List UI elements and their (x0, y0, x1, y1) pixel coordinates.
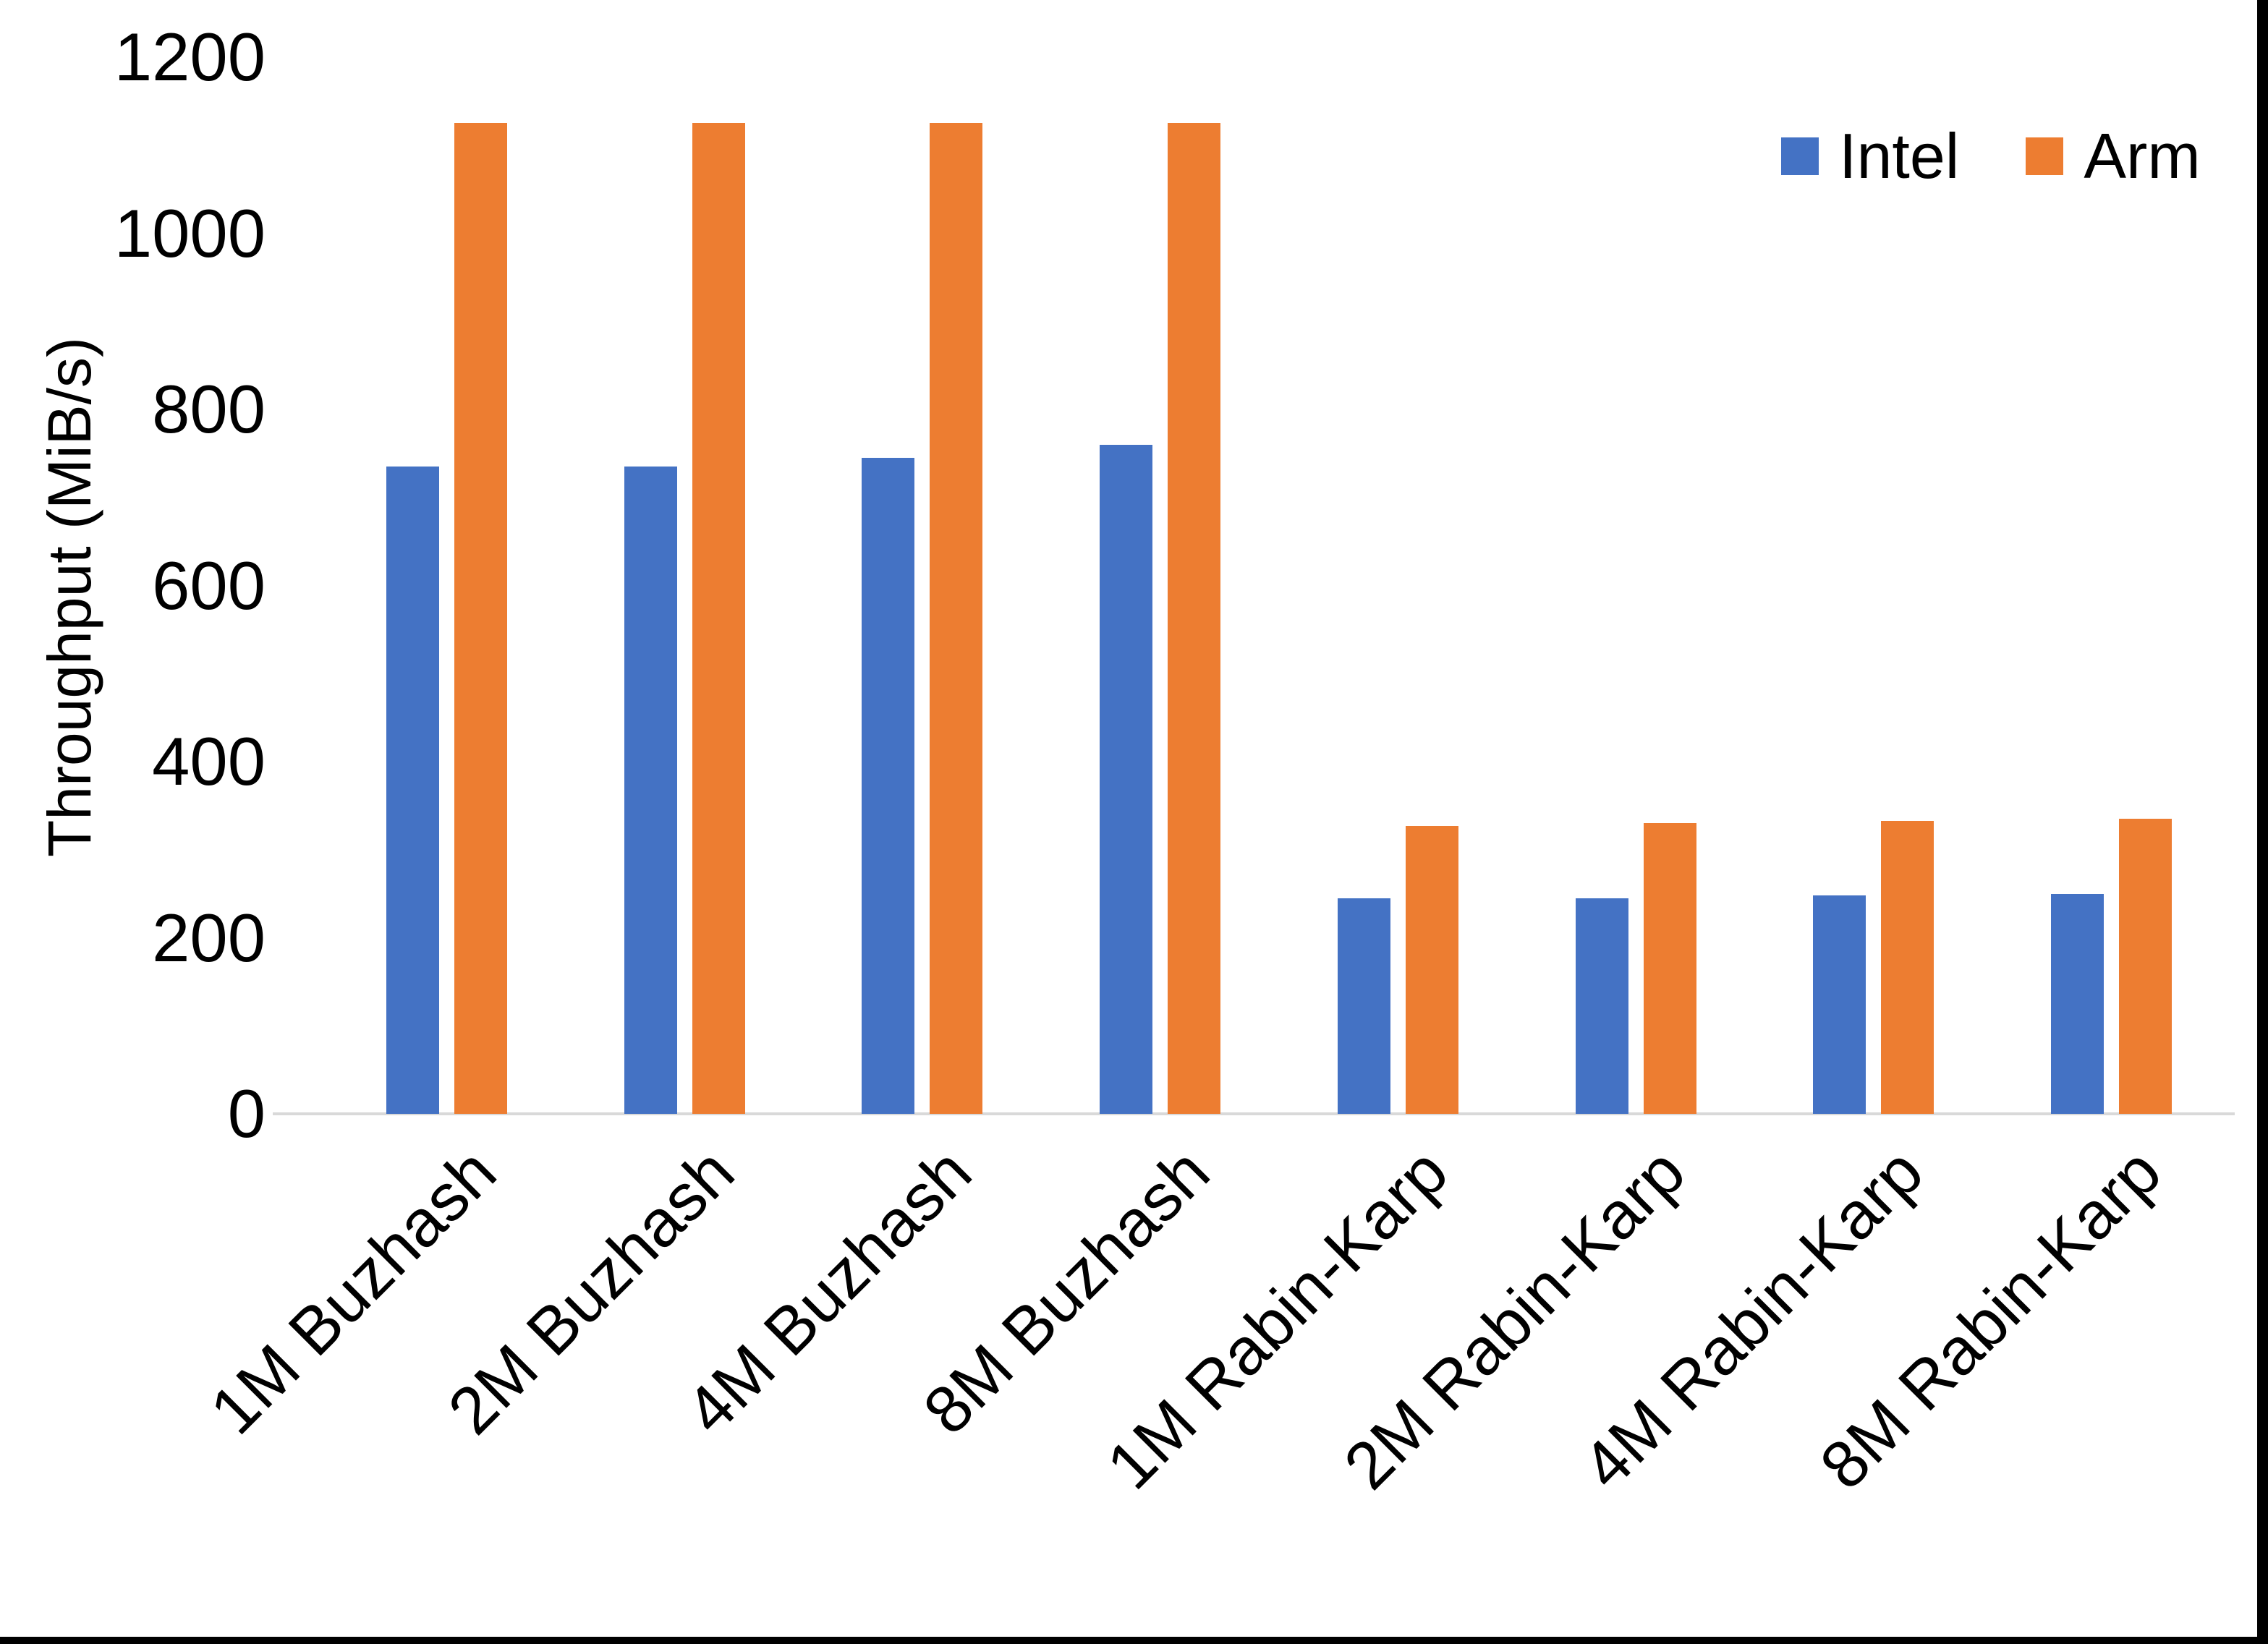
y-tick-label-1000: 1000 (114, 195, 266, 271)
bar-arm-8m-rabin-karp (2119, 819, 2173, 1114)
legend-label-intel: Intel (1839, 120, 1960, 192)
bar-intel-4m-buzhash (862, 457, 915, 1114)
legend-item-arm: Arm (2026, 120, 2201, 192)
legend-swatch-arm (2026, 137, 2064, 175)
y-tick-label-400: 400 (152, 723, 266, 799)
bar-intel-1m-buzhash (386, 467, 439, 1114)
bar-intel-2m-rabin-karp (1575, 898, 1628, 1114)
bar-intel-2m-buzhash (624, 467, 677, 1114)
window-bottom-edge (0, 1637, 2268, 1644)
bar-intel-4m-rabin-karp (1813, 895, 1866, 1114)
bar-group-8m-rabin-karp (1992, 57, 2230, 1114)
bar-arm-2m-buzhash (692, 123, 745, 1114)
bar-arm-2m-rabin-karp (1643, 823, 1696, 1114)
bar-arm-4m-rabin-karp (1881, 820, 1934, 1114)
bar-arm-4m-buzhash (930, 123, 983, 1114)
y-tick-label-800: 800 (152, 371, 266, 447)
bar-group-1m-buzhash (328, 57, 566, 1114)
bar-group-2m-rabin-karp (1517, 57, 1755, 1114)
bar-group-4m-buzhash (804, 57, 1042, 1114)
legend-swatch-intel (1781, 137, 1819, 175)
bar-intel-8m-rabin-karp (2051, 893, 2105, 1114)
y-tick-label-0: 0 (227, 1076, 266, 1151)
window-right-edge (2257, 0, 2268, 1644)
bar-arm-1m-rabin-karp (1405, 825, 1458, 1114)
bar-group-2m-buzhash (566, 57, 804, 1114)
bar-group-1m-rabin-karp (1279, 57, 1517, 1114)
bar-intel-1m-rabin-karp (1337, 898, 1390, 1114)
bar-group-8m-buzhash (1041, 57, 1279, 1114)
legend: Intel Arm (1781, 122, 2201, 191)
legend-label-arm: Arm (2084, 120, 2201, 192)
y-tick-label-600: 600 (152, 547, 266, 623)
bar-intel-8m-buzhash (1100, 444, 1153, 1114)
legend-item-intel: Intel (1781, 122, 1959, 191)
y-tick-label-200: 200 (152, 899, 266, 976)
bar-group-4m-rabin-karp (1755, 57, 1993, 1114)
plot-area (328, 57, 2230, 1114)
bar-arm-8m-buzhash (1168, 123, 1221, 1114)
y-tick-label-1200: 1200 (114, 19, 266, 95)
x-axis-baseline (273, 1112, 2235, 1115)
bar-arm-1m-buzhash (454, 123, 507, 1114)
